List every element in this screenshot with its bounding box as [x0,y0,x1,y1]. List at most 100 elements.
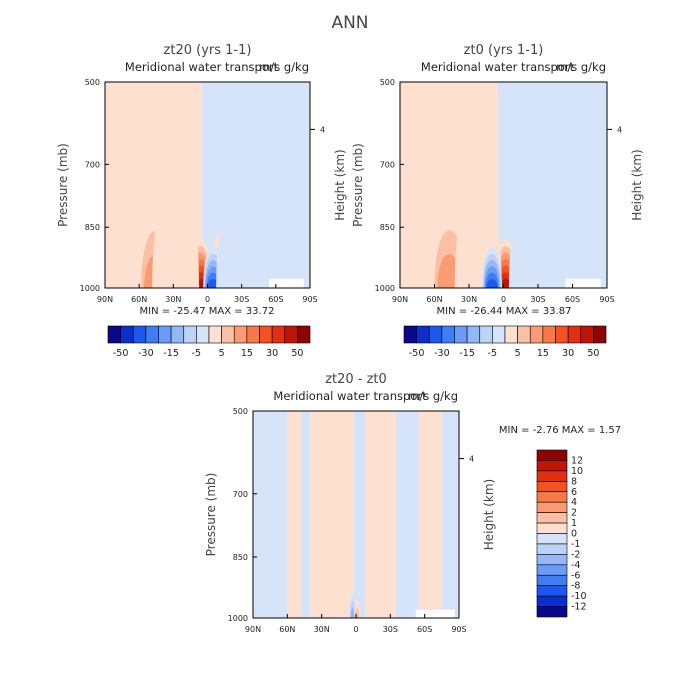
contour-region [545,189,589,288]
colorbar-box [107,325,121,344]
colorbar-box [208,325,222,344]
chart-title: zt20 - zt0 [325,372,387,387]
contour-region [207,279,219,288]
y-tick-label: 850 [85,223,100,232]
colorbar-label: -8 [571,581,580,592]
colorbar-label: -10 [571,591,587,602]
y-right-tick-label: 4 [617,125,622,134]
colorbar-label: -30 [138,348,154,359]
stat-label: MIN = [437,306,468,317]
chart-subtitle: Meridional water transport [125,60,279,74]
colorbar-box [221,325,235,344]
y-axis-label: Pressure (mb) [204,473,218,557]
colorbar-label: -5 [192,348,201,359]
x-tick-label: 0 [501,295,506,304]
x-tick-label: 60N [131,295,147,304]
colorbar-label: -30 [434,348,450,359]
x-tick-label: 0 [353,625,358,634]
colorbar-label: 10 [571,466,583,477]
colorbar-box [536,501,568,513]
contour-region [152,181,200,288]
colorbar-box [196,325,210,344]
y-tick-label: 1000 [375,284,395,293]
colorbar-box [466,325,481,344]
colorbar-box [441,325,455,344]
stat-label: MIN = [140,306,171,317]
y-right-tick-label: 4 [469,455,474,464]
colorbar-box [536,585,568,597]
y-axis-label: Pressure (mb) [351,143,365,227]
y-tick-label: 500 [380,78,395,87]
background-band [310,411,354,618]
background-band [253,411,288,618]
colorbar-label: 6 [571,487,577,498]
y-axis-label-right: Height (km) [482,479,496,550]
background-band [396,411,419,618]
colorbar-box [170,325,185,344]
contour-region [499,278,512,288]
stat-value: -2.76 [530,425,559,436]
colorbar-box [542,325,556,344]
background-band [287,411,302,618]
x-tick-label: 0 [205,295,210,304]
colorbar-box [536,554,568,566]
colorbar-box [416,325,430,344]
colorbar-label: -15 [459,348,475,359]
plot-area [105,82,310,288]
colorbar-label: -50 [113,348,129,359]
colorbar-label: 4 [571,497,577,508]
colorbar-box [297,325,311,344]
colorbar-label: -15 [163,348,179,359]
colorbar-label: -5 [488,348,497,359]
colorbar-label: 15 [537,348,549,359]
plot-area [253,411,459,618]
background-band [418,411,442,618]
stat-label: MIN = [499,425,530,436]
min-max-stats: MIN = -2.76 MAX = 1.57 [499,425,621,436]
contour-region [350,607,355,618]
colorbar-box [536,564,568,576]
stat-label: MAX = [206,306,243,317]
stat-value: -25.47 [170,306,205,317]
stat-value: 1.57 [596,425,621,436]
colorbar-label: -2 [571,549,580,560]
colorbar-box [536,491,568,503]
x-tick-label: 60N [426,295,442,304]
y-axis-label-right: Height (km) [333,149,347,220]
background-band [365,411,397,618]
background-band [353,411,366,618]
colorbar-box [536,512,568,524]
colorbar-box [567,325,582,344]
missing-data-patch [565,278,601,288]
colorbar-label: 30 [266,348,278,359]
colorbar-box [145,325,159,344]
x-tick-label: 30N [461,295,477,304]
x-tick-label: 60S [565,295,580,304]
stat-value: -26.44 [467,306,502,317]
min-max-stats: MIN = -25.47 MAX = 33.72 [140,306,275,317]
y-tick-label: 1000 [80,284,100,293]
min-max-stats: MIN = -26.44 MAX = 33.87 [437,306,572,317]
colorbar-box [158,325,172,344]
colorbar-box [428,325,443,344]
colorbar-box [284,325,298,344]
colorbar-box [233,325,248,344]
chart-title: zt0 (yrs 1-1) [464,43,544,58]
plot-area [400,82,607,288]
x-tick-label: 60S [417,625,432,634]
x-tick-label: 90N [392,295,408,304]
y-tick-label: 500 [233,407,248,416]
colorbar-label: 50 [291,348,303,359]
x-tick-label: 90N [245,625,261,634]
colorbar-box [271,325,286,344]
colorbar-box [120,325,134,344]
x-tick-label: 30S [234,295,249,304]
y-axis-label: Pressure (mb) [56,143,70,227]
contour-region [486,279,498,288]
chart-subtitle: Meridional water transport [273,389,427,403]
colorbar-label: 30 [562,348,574,359]
y-tick-label: 850 [380,223,395,232]
colorbar-label: 50 [587,348,599,359]
colorbar-box [183,325,197,344]
